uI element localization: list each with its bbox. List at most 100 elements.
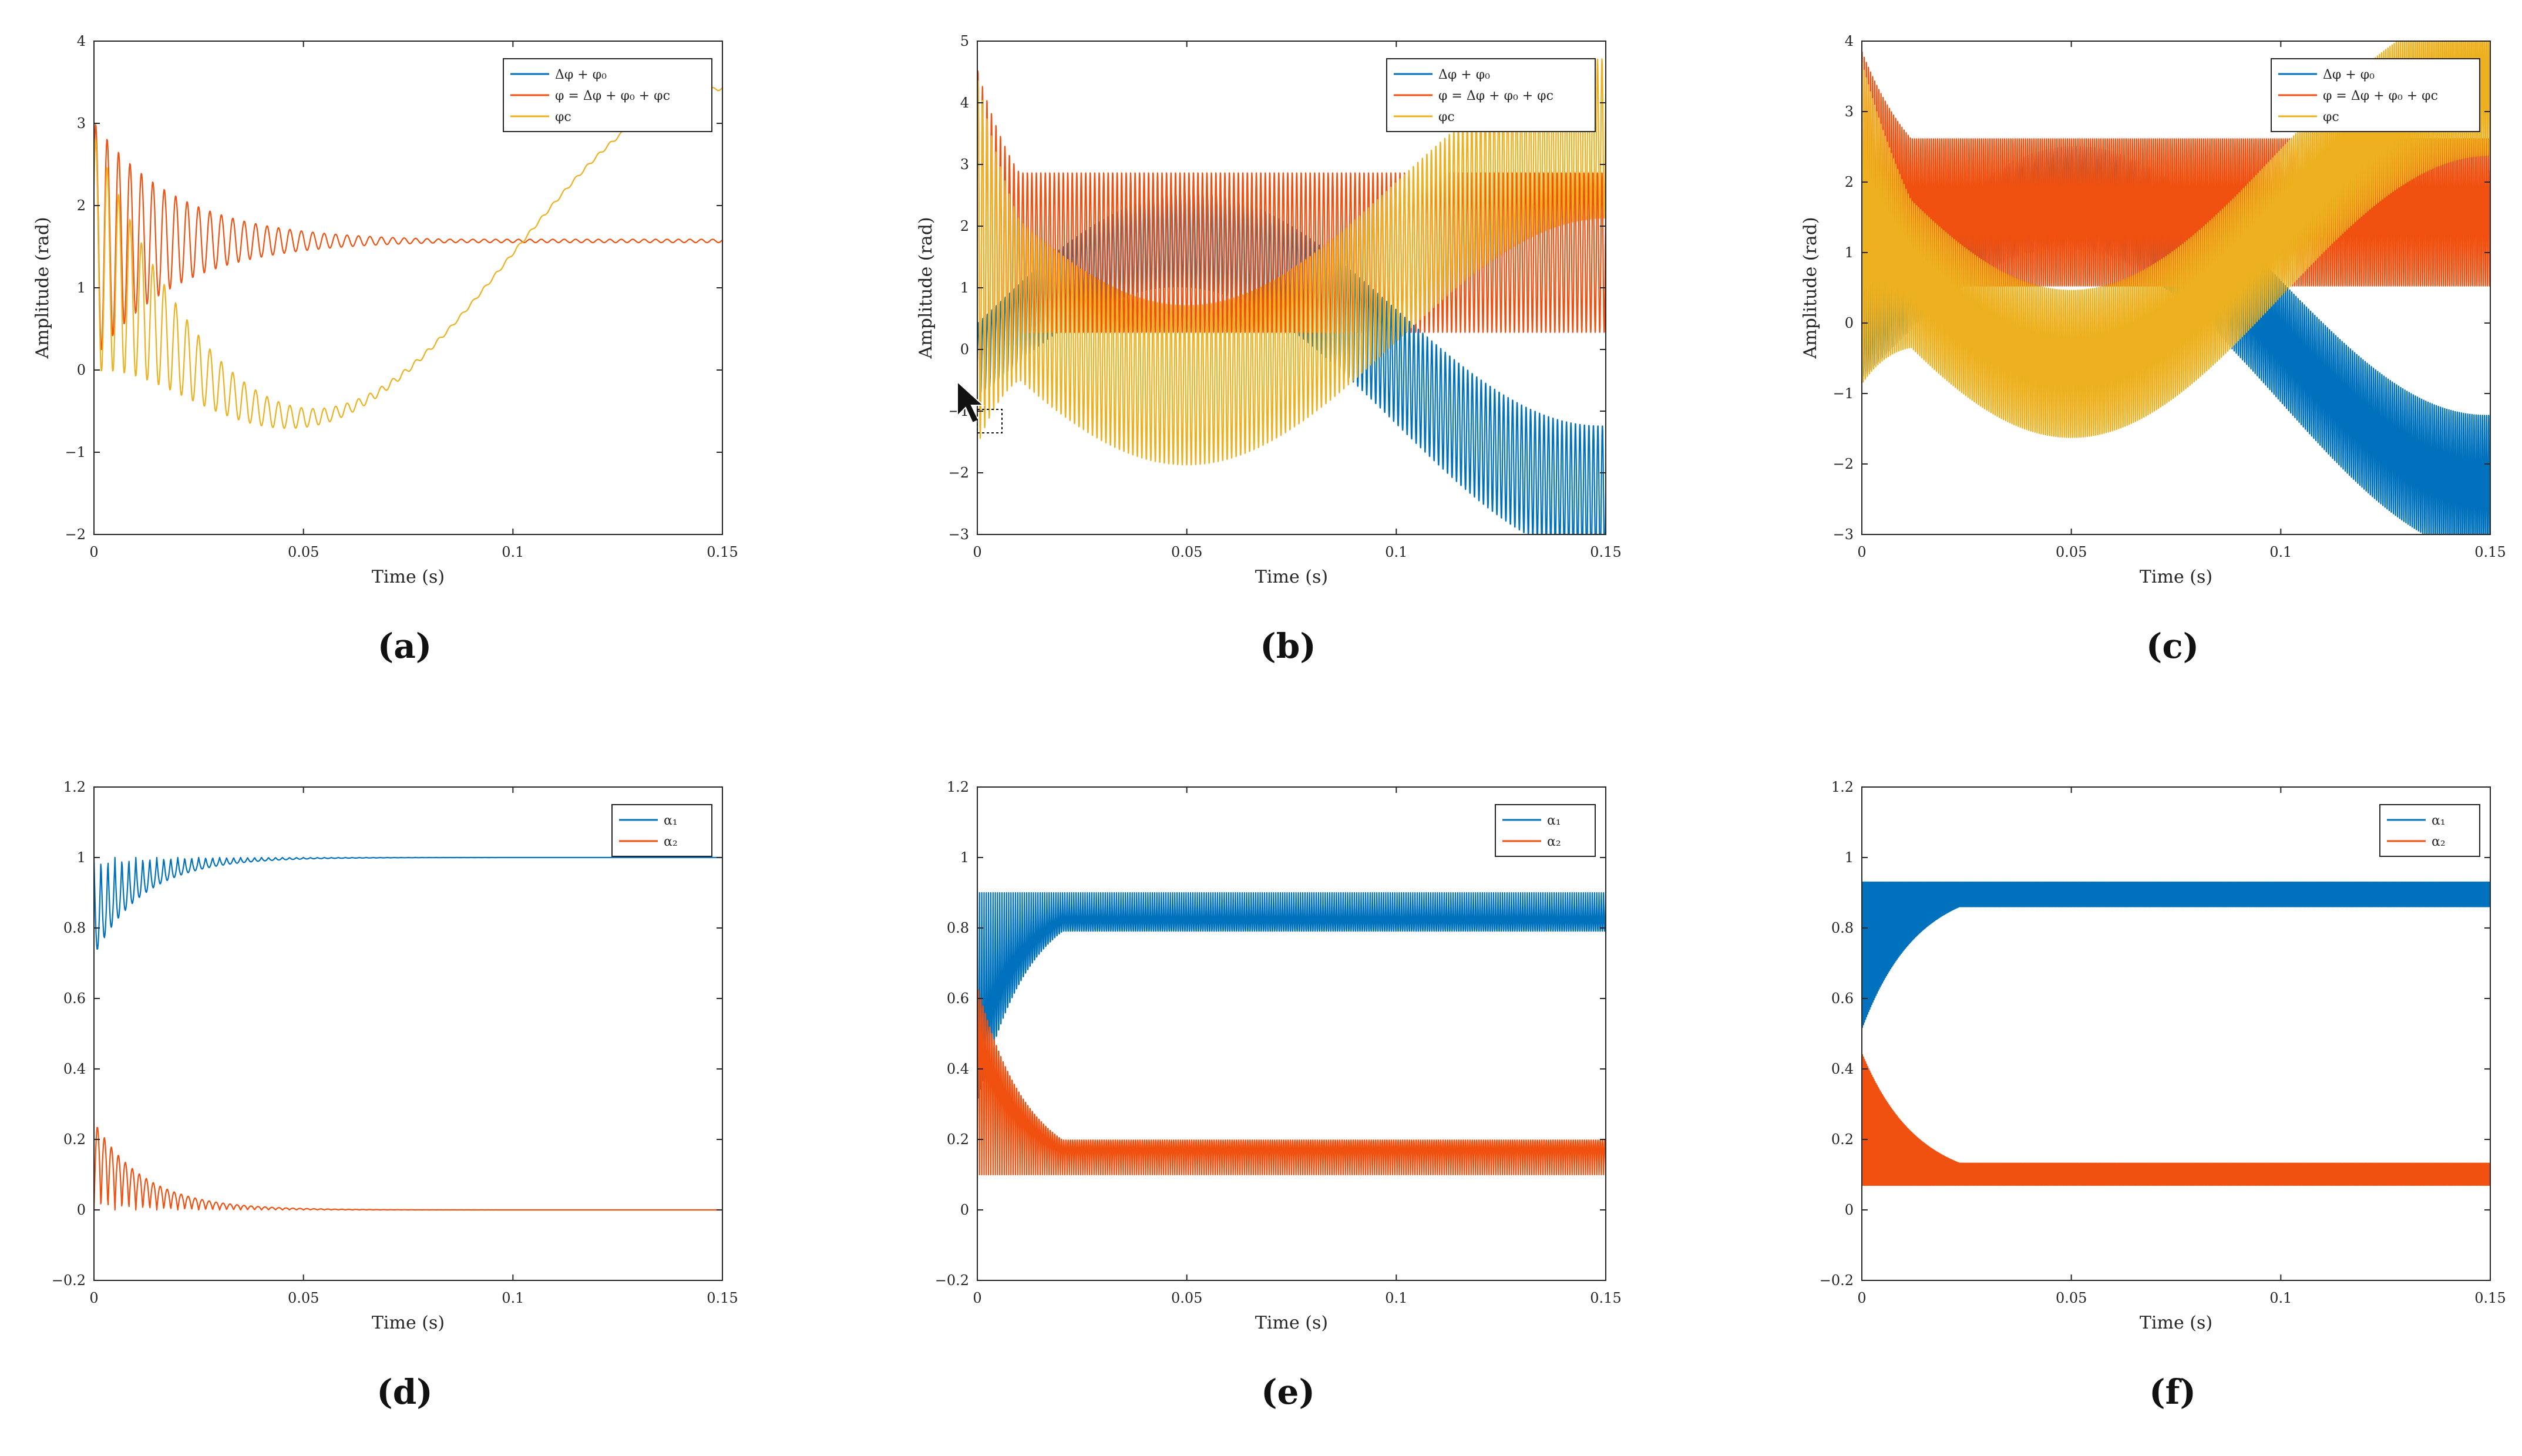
y-tick-label: −0.2 [52, 1272, 86, 1289]
y-tick-label: 0.4 [63, 1061, 86, 1077]
legend-entry: α₂ [2432, 835, 2446, 849]
y-tick-label: 5 [960, 33, 969, 49]
y-tick-label: 4 [960, 95, 969, 111]
x-tick-label: 0 [1857, 544, 1866, 560]
y-axis-label: Amplitude (rad) [916, 217, 936, 359]
y-tick-label: 1 [1845, 849, 1854, 866]
series-group [977, 58, 1606, 534]
selection-box [977, 409, 1003, 433]
x-tick-label: 0.05 [288, 1290, 319, 1306]
series-line-yellow [977, 58, 1606, 466]
panel-label: (d) [376, 1372, 432, 1412]
y-tick-label: 0.4 [1831, 1061, 1854, 1077]
panel-label: (b) [1260, 626, 1316, 666]
y-tick-label: 0 [1845, 315, 1854, 331]
y-tick-label: 0.8 [63, 920, 86, 936]
series-group [94, 856, 722, 1211]
legend-entry: α₂ [664, 835, 678, 849]
x-axis-label: Time (s) [1255, 1313, 1328, 1333]
legend: α₁ α₂ [1495, 804, 1596, 857]
mouse-cursor [957, 380, 1003, 433]
y-tick-label: −3 [1833, 526, 1854, 543]
series-line-yellow [94, 87, 722, 429]
axes-frame [1861, 786, 2491, 1281]
x-axis-label: Time (s) [2140, 567, 2212, 587]
y-tick-label: 3 [77, 115, 86, 132]
x-tick-label: 0.05 [288, 544, 319, 560]
y-tick-label: 2 [1845, 174, 1854, 190]
series-line-blue [1862, 881, 2490, 1028]
plot-area [977, 787, 1606, 1280]
y-tick-label: 0.2 [63, 1131, 86, 1148]
y-tick-label: −3 [949, 526, 969, 543]
series-line-blue [94, 856, 722, 950]
y-tick-label: 1.2 [63, 779, 86, 795]
legend-entry: α₁ [2432, 813, 2446, 828]
y-tick-label: 0.8 [1831, 920, 1854, 936]
x-tick-label: 0.1 [1385, 544, 1407, 560]
legend-entry: φc [2323, 110, 2339, 125]
y-tick-label: 0.6 [1831, 990, 1854, 1007]
legend-entry: α₁ [1547, 813, 1561, 828]
y-tick-label: 0 [77, 1202, 86, 1218]
subplot-b: 00.050.10.15−3−2−1012345Time (s)Amplitud… [916, 33, 1622, 666]
y-tick-label: 0 [1845, 1202, 1854, 1218]
y-tick-label: 1 [77, 849, 86, 866]
axes-frame [1861, 41, 2491, 535]
x-tick-label: 0.15 [707, 544, 738, 560]
y-tick-label: 0 [960, 1202, 969, 1218]
y-tick-label: 0.6 [63, 990, 86, 1007]
legend: α₁ α₂ [611, 804, 712, 857]
subplot-c: 0 0.05 0.1 0.15 −3 −2 −1 0 1 2 3 4 Time (s) Amplitude… [1800, 33, 2506, 666]
y-tick-label: −2 [65, 526, 86, 543]
x-tick-label: 0.15 [1590, 544, 1621, 560]
y-tick-label: −1 [1833, 385, 1854, 402]
plot-area [94, 787, 722, 1280]
x-tick-label: 0 [89, 544, 98, 560]
x-axis-label: Time (s) [1255, 567, 1328, 587]
x-tick-label: 0.05 [2056, 544, 2087, 560]
x-tick-label: 0.1 [2269, 544, 2292, 560]
x-tick-label: 0 [1857, 1290, 1866, 1306]
y-axis-label: Amplitude (rad) [1800, 217, 1821, 359]
y-tick-label: 4 [77, 33, 86, 49]
axes-frame [93, 786, 723, 1281]
x-tick-label: 0.1 [502, 1290, 524, 1306]
legend: α₁ α₂ [2379, 804, 2480, 857]
panel-label: (a) [378, 626, 432, 666]
panel-label: (e) [1261, 1372, 1315, 1412]
legend-box [2379, 804, 2480, 857]
legend: Δφ + φ₀ φ = Δφ + φ₀ + φc φc [1386, 58, 1596, 132]
y-tick-label: 0.8 [947, 920, 969, 936]
x-tick-label: 0.1 [2269, 1290, 2292, 1306]
x-tick-label: 0.15 [2474, 544, 2506, 560]
x-tick-label: 0 [89, 1290, 98, 1306]
legend-entry: α₂ [1547, 835, 1561, 849]
y-tick-label: 0 [960, 341, 969, 358]
legend-entry: φ = Δφ + φ₀ + φc [1438, 89, 1553, 103]
series-line-orange [1862, 1054, 2490, 1186]
panel-label: (f) [2149, 1372, 2196, 1412]
x-tick-label: 0 [973, 544, 981, 560]
x-axis-label: Time (s) [2140, 1313, 2212, 1333]
y-tick-label: 3 [960, 156, 969, 173]
x-axis-label: Time (s) [372, 1313, 445, 1333]
x-tick-label: 0.05 [2056, 1290, 2087, 1306]
x-tick-label: 0 [973, 1290, 981, 1306]
x-tick-label: 0.15 [707, 1290, 738, 1306]
legend-box [1495, 804, 1596, 857]
y-tick-label: −0.2 [935, 1272, 969, 1289]
y-tick-label: −2 [1833, 456, 1854, 472]
y-tick-label: 0.4 [947, 1061, 969, 1077]
y-tick-label: 1 [1845, 244, 1854, 261]
legend-entry: α₁ [664, 813, 678, 828]
y-tick-label: 2 [960, 218, 969, 234]
y-tick-label: 0.2 [947, 1131, 969, 1148]
legend-entry: φc [555, 110, 571, 125]
series-line-orange [977, 70, 1606, 427]
y-tick-label: 3 [1845, 103, 1854, 120]
x-axis-label: Time (s) [372, 567, 445, 587]
